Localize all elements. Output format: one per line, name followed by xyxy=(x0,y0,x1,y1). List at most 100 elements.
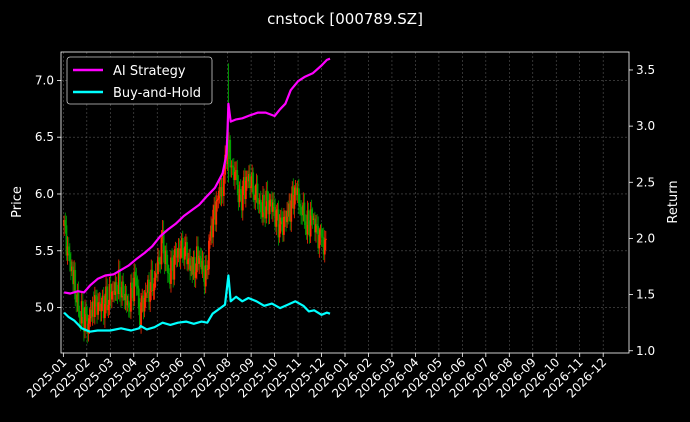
candle-body xyxy=(245,176,248,181)
candle-body xyxy=(318,234,321,249)
candle-body xyxy=(304,221,307,225)
y2-tick-label: 1.5 xyxy=(636,288,655,302)
candle-body xyxy=(322,237,325,255)
candle-body xyxy=(317,225,320,249)
candle-body xyxy=(252,172,255,195)
y2-axis-label: Return xyxy=(666,180,681,223)
candle-body xyxy=(168,273,171,284)
candle-body xyxy=(323,239,326,255)
candle-body xyxy=(126,300,129,306)
candle-body xyxy=(110,291,113,300)
candle-body xyxy=(319,229,322,235)
candle-body xyxy=(291,186,294,201)
candle-body xyxy=(85,306,88,315)
candle-body xyxy=(189,258,192,271)
candle-body xyxy=(106,286,109,311)
candle-body xyxy=(191,265,194,275)
candle-body xyxy=(104,303,106,319)
candle-body xyxy=(222,174,225,196)
candle-body xyxy=(263,194,265,213)
candle-body xyxy=(170,257,172,284)
candle-body xyxy=(283,216,285,235)
candle-body xyxy=(71,266,73,272)
candle-body xyxy=(231,165,234,168)
candle-body xyxy=(303,202,306,222)
candle-body xyxy=(293,195,296,209)
candle-body xyxy=(159,261,162,265)
candle-body xyxy=(195,246,198,273)
candle-body xyxy=(101,295,104,304)
candle-body xyxy=(296,188,299,196)
candle-body xyxy=(311,215,314,220)
candle-body xyxy=(258,199,261,204)
candle-body xyxy=(220,186,223,197)
candle-body xyxy=(309,209,312,237)
candle-body xyxy=(211,225,214,238)
candle-body xyxy=(248,173,250,182)
chart-title: cnstock [000789.SZ] xyxy=(267,10,423,28)
candle-body xyxy=(209,237,211,241)
candle-body xyxy=(217,198,220,200)
candle-body xyxy=(215,201,218,225)
candle-body xyxy=(208,240,210,270)
candle-body xyxy=(281,221,284,235)
candle-body xyxy=(273,202,275,207)
candle-body xyxy=(321,236,324,238)
candle-body xyxy=(198,255,201,264)
candle-body xyxy=(213,205,216,210)
candle-body xyxy=(157,257,159,275)
candle-body xyxy=(105,286,107,304)
candle-body xyxy=(113,291,116,295)
candle-body xyxy=(305,224,308,235)
candle-body xyxy=(125,293,128,306)
candle-body xyxy=(268,200,271,215)
candle-body xyxy=(133,271,136,302)
candle-body xyxy=(221,186,224,196)
legend-box xyxy=(66,56,213,105)
candle-body xyxy=(226,152,229,165)
candle-body xyxy=(312,218,315,220)
candle-body xyxy=(90,309,93,317)
candle-body xyxy=(237,184,240,203)
candle-body xyxy=(313,218,316,233)
candle-body xyxy=(197,246,199,264)
candle-body xyxy=(83,316,85,332)
candle-body xyxy=(97,302,100,315)
y2-tick-label: 3.5 xyxy=(636,63,655,77)
candle-body xyxy=(92,301,95,317)
candle-body xyxy=(124,293,127,301)
candle-body xyxy=(75,299,78,303)
candle-body xyxy=(284,216,286,218)
candle-body xyxy=(241,185,244,211)
candle-body xyxy=(210,225,212,238)
candle-body xyxy=(136,285,139,289)
y-tick-label: 6.0 xyxy=(35,187,54,201)
candle-body xyxy=(262,194,264,218)
candle-body xyxy=(116,291,119,295)
candle-body xyxy=(260,212,263,218)
candle-body xyxy=(96,296,98,315)
candle-body xyxy=(257,203,260,205)
candle-body xyxy=(176,256,179,258)
y-tick-label: 5.0 xyxy=(35,301,54,315)
candle-body xyxy=(64,220,67,226)
candle-body xyxy=(243,177,246,200)
candle-body xyxy=(238,189,241,203)
candle-body xyxy=(145,292,148,294)
candle-body xyxy=(141,295,144,303)
candle-body xyxy=(86,314,89,334)
candle-body xyxy=(149,291,152,302)
candle-body xyxy=(153,277,156,291)
candle-body xyxy=(279,217,282,225)
candle-body xyxy=(274,206,277,227)
candle-body xyxy=(84,306,86,332)
candle-body xyxy=(109,284,112,300)
candle-body xyxy=(88,318,91,324)
candle-body xyxy=(249,173,251,188)
candle-body xyxy=(177,248,180,257)
candle-body xyxy=(79,317,82,324)
candle-body xyxy=(186,242,188,265)
candle-body xyxy=(239,189,242,195)
candle-body xyxy=(165,250,168,265)
candle-body xyxy=(69,261,72,272)
